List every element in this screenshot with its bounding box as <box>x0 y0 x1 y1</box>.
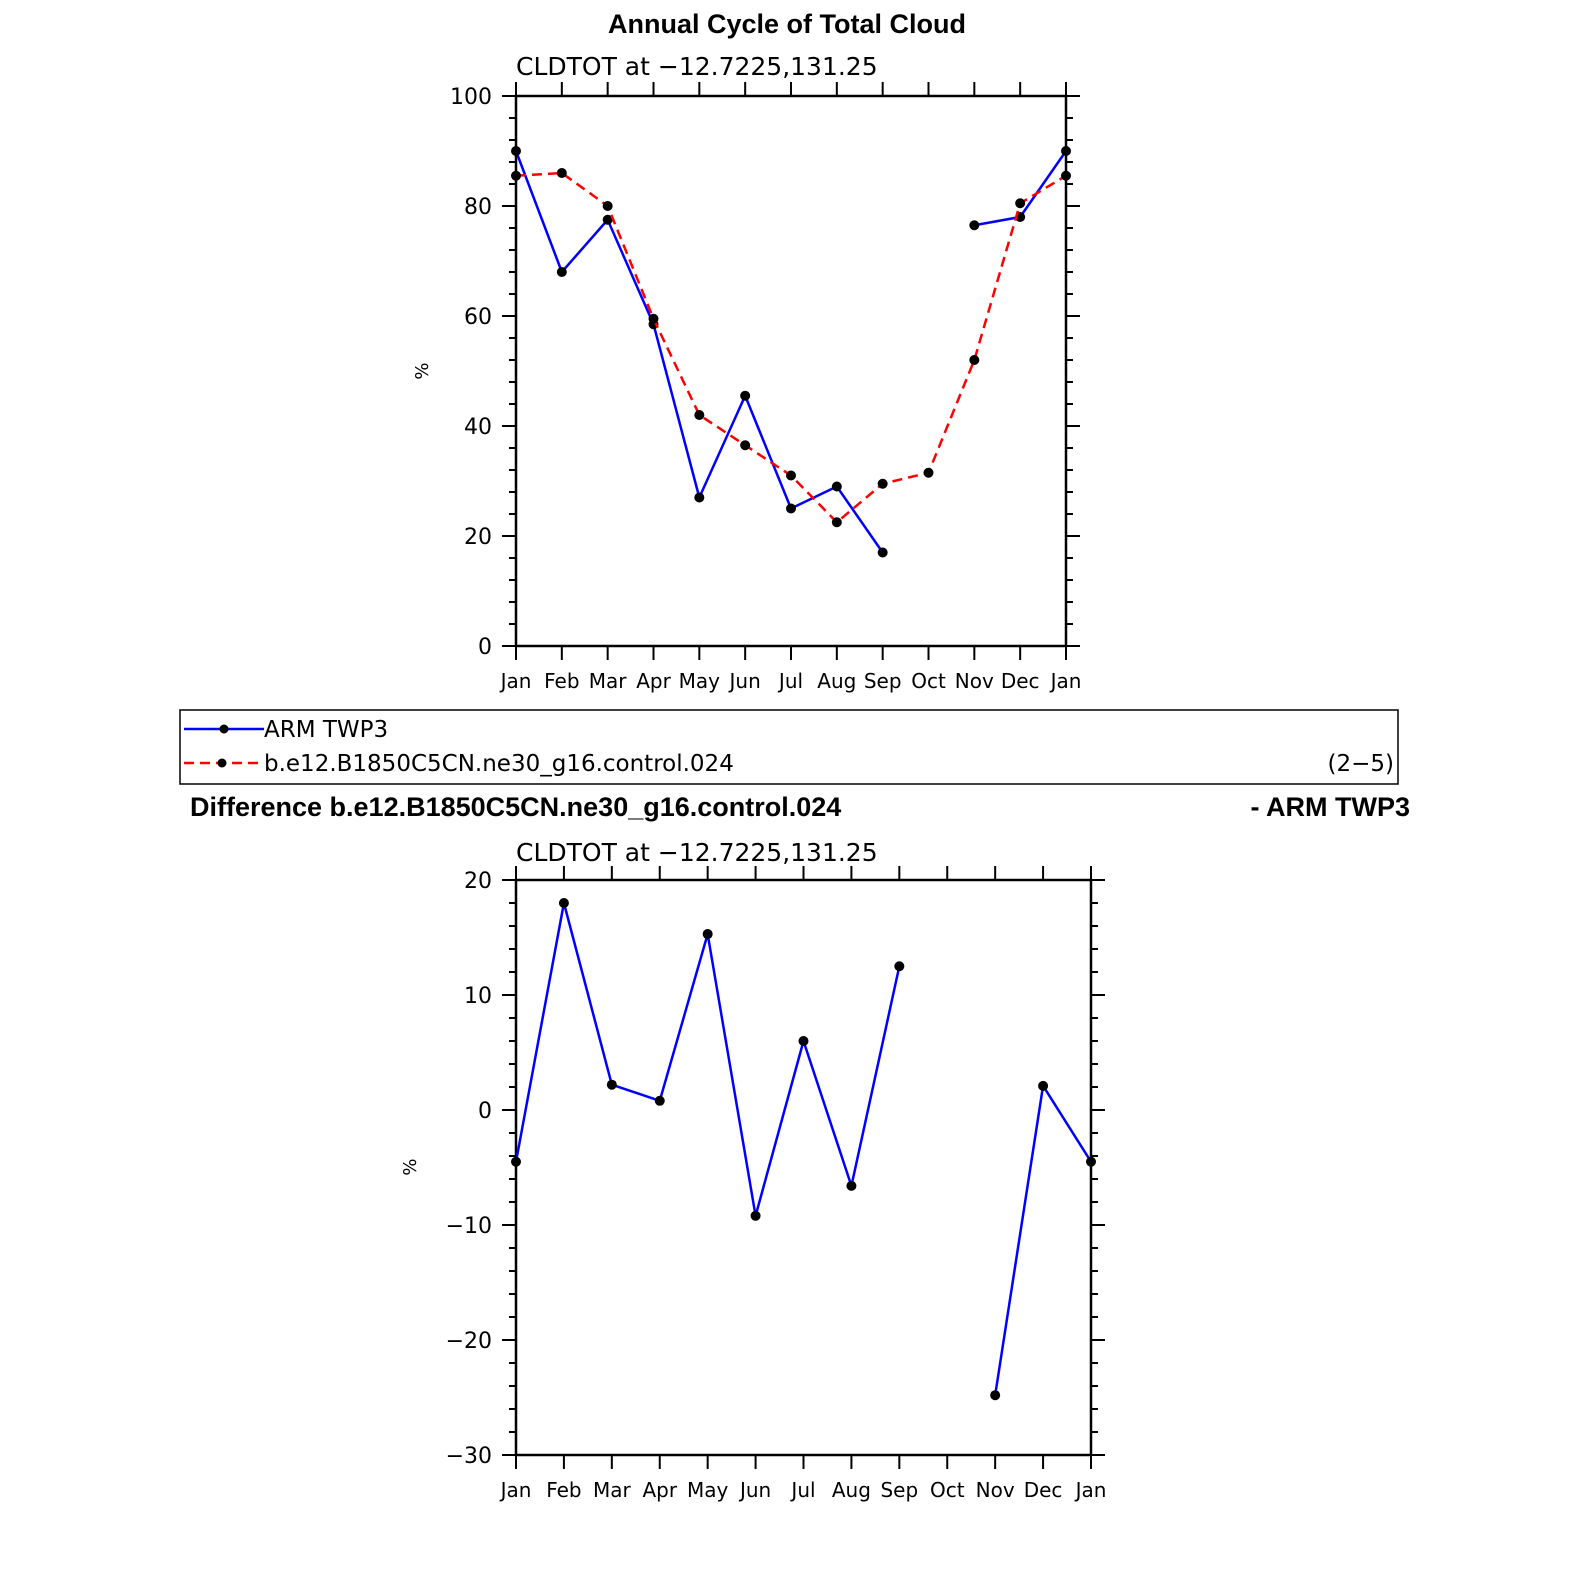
bottom-chart-axes: −30 −20 −10 0 10 20 Jan Feb Mar Apr May Jun Jul Aug Se… <box>446 866 1107 1502</box>
bottom-x-tick-label: Jun <box>738 1478 771 1502</box>
top-data-point <box>786 470 796 481</box>
bottom-x-tick-label: May <box>687 1478 729 1502</box>
top-y-tick-label: 40 <box>464 415 492 440</box>
top-x-tick-label: Aug <box>817 669 856 693</box>
top-chart-subtitle: CLDTOT at −12.7225,131.25 <box>516 52 878 81</box>
top-y-tick-label: 0 <box>478 635 492 660</box>
top-data-point <box>694 492 705 503</box>
top-x-tick-label: Dec <box>1001 669 1040 693</box>
bottom-x-tick-label: Oct <box>930 1478 965 1502</box>
top-data-point <box>1061 146 1071 156</box>
legend-label-model: b.e12.B1850C5CN.ne30_g16.control.024 <box>264 751 734 777</box>
bottom-chart-title-right: - ARM TWP3 <box>1251 792 1410 822</box>
panel-label: (2−5) <box>1328 751 1394 777</box>
bottom-y-tick-label: 10 <box>464 984 492 1009</box>
bottom-data-point <box>1038 1080 1049 1091</box>
top-chart-plot <box>511 146 1071 558</box>
top-x-tick-label: Apr <box>636 669 671 693</box>
top-x-tick-label: Nov <box>955 669 994 693</box>
top-data-point <box>556 267 567 277</box>
top-data-point <box>648 313 659 324</box>
bottom-data-point <box>654 1095 665 1106</box>
top-data-point <box>969 220 980 231</box>
top-data-point <box>556 168 567 178</box>
bottom-y-tick-label: −30 <box>446 1444 492 1469</box>
top-data-point <box>831 481 842 492</box>
bottom-y-tick-label: 20 <box>464 869 492 894</box>
top-x-tick-label: Jul <box>777 669 803 693</box>
bottom-frame <box>514 878 1093 1457</box>
top-y-tick-label: 80 <box>464 195 492 220</box>
legend: ARM TWP3 b.e12.B1850C5CN.ne30_g16.contro… <box>179 709 1399 785</box>
bottom-x-tick-label: Sep <box>880 1478 918 1502</box>
top-data-point <box>694 410 705 420</box>
top-chart-axes: 0 20 40 60 80 100 Jan Feb Mar Apr May Jun Jul Aug Sep O… <box>450 82 1081 693</box>
top-data-point <box>969 355 980 365</box>
top-data-point <box>602 214 613 225</box>
bottom-data-point <box>606 1079 617 1090</box>
bottom-data-point <box>511 1156 521 1167</box>
top-x-tick-label: Jun <box>728 669 761 693</box>
top-data-point <box>740 440 751 451</box>
top-data-point <box>1061 170 1071 181</box>
legend-marker-model <box>217 758 227 768</box>
bottom-x-tick-label: Jul <box>789 1478 815 1502</box>
bottom-y-tick-label: −10 <box>446 1214 492 1239</box>
top-data-point <box>923 467 934 478</box>
legend-marker-arm <box>219 724 229 734</box>
bottom-data-point <box>798 1036 809 1046</box>
top-x-tick-label: Oct <box>911 669 946 693</box>
bottom-data-point <box>750 1210 761 1221</box>
top-y-tick-label: 100 <box>450 85 492 110</box>
top-x-tick-label: Feb <box>544 669 579 693</box>
bottom-x-tick-label: Mar <box>593 1478 632 1502</box>
bottom-series-line <box>993 1084 1093 1396</box>
bottom-data-point <box>990 1390 1001 1401</box>
top-data-point <box>877 478 888 489</box>
top-data-point <box>602 201 613 211</box>
bottom-chart-plot <box>511 898 1096 1401</box>
bottom-x-tick-label: Feb <box>546 1478 581 1502</box>
bottom-data-point <box>1086 1156 1096 1167</box>
bottom-data-point <box>894 961 905 972</box>
top-y-tick-label: 60 <box>464 305 492 330</box>
bottom-data-point <box>558 898 569 908</box>
top-y-tick-label: 20 <box>464 525 492 550</box>
top-frame <box>514 94 1068 648</box>
top-data-point <box>786 503 796 514</box>
bottom-y-tick-label: 0 <box>478 1099 492 1124</box>
top-chart-title: Annual Cycle of Total Cloud <box>608 9 966 39</box>
top-x-tick-label: Mar <box>589 669 628 693</box>
top-x-tick-label: Jan <box>1049 669 1082 693</box>
bottom-x-tick-label: Dec <box>1024 1478 1063 1502</box>
top-x-tick-label: Jan <box>499 669 532 693</box>
top-data-point <box>1015 198 1026 209</box>
top-x-tick-label: May <box>679 669 721 693</box>
bottom-x-tick-label: Nov <box>976 1478 1015 1502</box>
legend-label-arm: ARM TWP3 <box>264 717 388 743</box>
bottom-data-point <box>846 1180 857 1191</box>
bottom-x-tick-label: Jan <box>1074 1478 1107 1502</box>
bottom-x-tick-label: Aug <box>832 1478 871 1502</box>
legend-box <box>179 709 1399 785</box>
bottom-chart-subtitle: CLDTOT at −12.7225,131.25 <box>516 838 878 867</box>
bottom-x-tick-label: Apr <box>642 1478 677 1502</box>
top-series-line <box>514 150 884 554</box>
bottom-chart-title-left: Difference b.e12.B1850C5CN.ne30_g16.cont… <box>190 792 841 822</box>
top-data-point <box>877 547 888 558</box>
top-data-point <box>740 390 751 401</box>
top-series-line <box>515 171 1067 524</box>
bottom-y-tick-label: −20 <box>446 1329 492 1354</box>
top-data-point <box>831 517 842 528</box>
top-data-point <box>511 146 521 156</box>
bottom-series-line <box>514 901 901 1218</box>
bottom-y-axis-label: % <box>400 1158 421 1175</box>
bottom-x-tick-label: Jan <box>499 1478 532 1502</box>
top-y-axis-label: % <box>412 362 433 379</box>
top-x-tick-label: Sep <box>864 669 902 693</box>
top-data-point <box>511 170 521 181</box>
bottom-data-point <box>702 929 713 940</box>
